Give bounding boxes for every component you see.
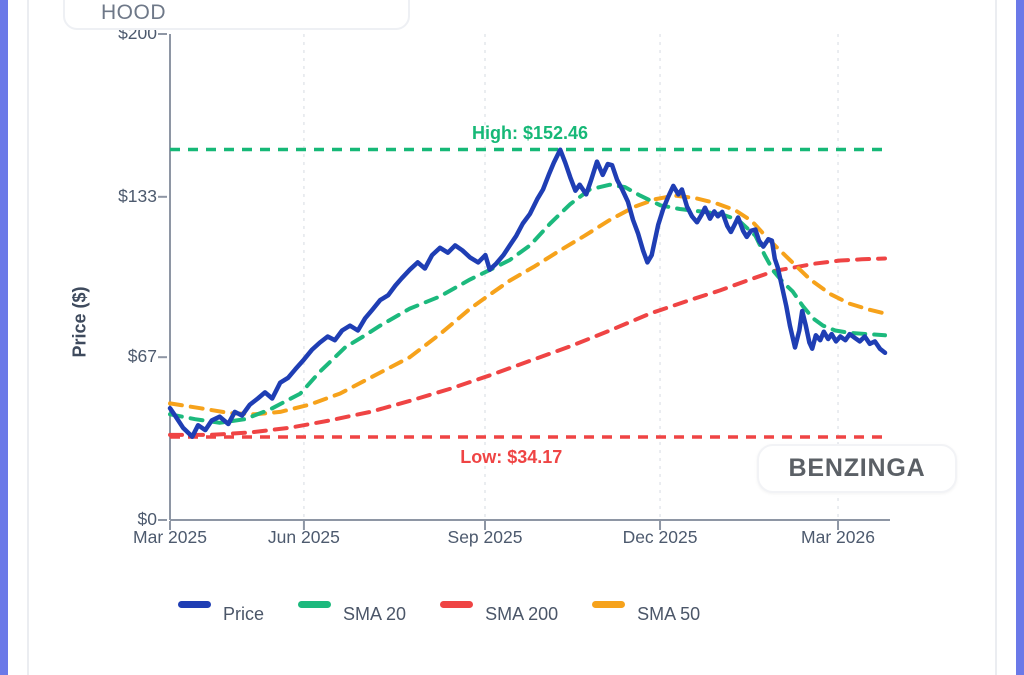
symbol-label: HOOD — [101, 1, 166, 24]
legend-label-sma50: SMA 50 — [637, 604, 701, 624]
symbol-selector[interactable]: HOOD — [63, 0, 410, 30]
high-marker-label: High: $152.46 — [471, 122, 589, 143]
y-axis-title: Price ($) — [69, 286, 90, 358]
price-line-swatch — [178, 601, 211, 608]
x-tick-label: Mar 2025 — [133, 527, 207, 547]
legend-label-price: Price — [223, 604, 265, 624]
chart-legend: Price SMA 20 SMA 200 SMA 50 — [178, 596, 700, 624]
x-tick-label: Sep 2025 — [447, 527, 523, 547]
card-border-left — [27, 0, 29, 675]
sma20-line-swatch — [298, 601, 332, 608]
y-tick-label: $0 — [137, 509, 157, 529]
x-tick-label: Jun 2025 — [267, 527, 340, 547]
benzinga-watermark-text: BENZINGA — [788, 454, 926, 482]
x-tick-label: Dec 2025 — [622, 527, 698, 547]
sma200-line-swatch — [440, 601, 474, 608]
legend-item-sma20[interactable]: SMA 20 — [298, 596, 406, 624]
sma50-line-swatch — [592, 601, 626, 608]
legend-label-sma20: SMA 20 — [343, 604, 407, 624]
legend-label-sma200: SMA 200 — [485, 604, 559, 624]
legend-item-price[interactable]: Price — [178, 596, 264, 624]
legend-item-sma50[interactable]: SMA 50 — [592, 596, 700, 624]
card-border-right — [995, 0, 997, 675]
x-tick-label: Mar 2026 — [801, 527, 875, 547]
y-tick-label: $133 — [118, 185, 157, 206]
benzinga-watermark: BENZINGA — [757, 444, 957, 493]
page-edge-strip-right — [1016, 0, 1024, 675]
legend-item-sma200[interactable]: SMA 200 — [440, 596, 558, 624]
low-marker-label: Low: $34.17 — [460, 446, 563, 467]
page-edge-strip-left — [0, 0, 8, 675]
